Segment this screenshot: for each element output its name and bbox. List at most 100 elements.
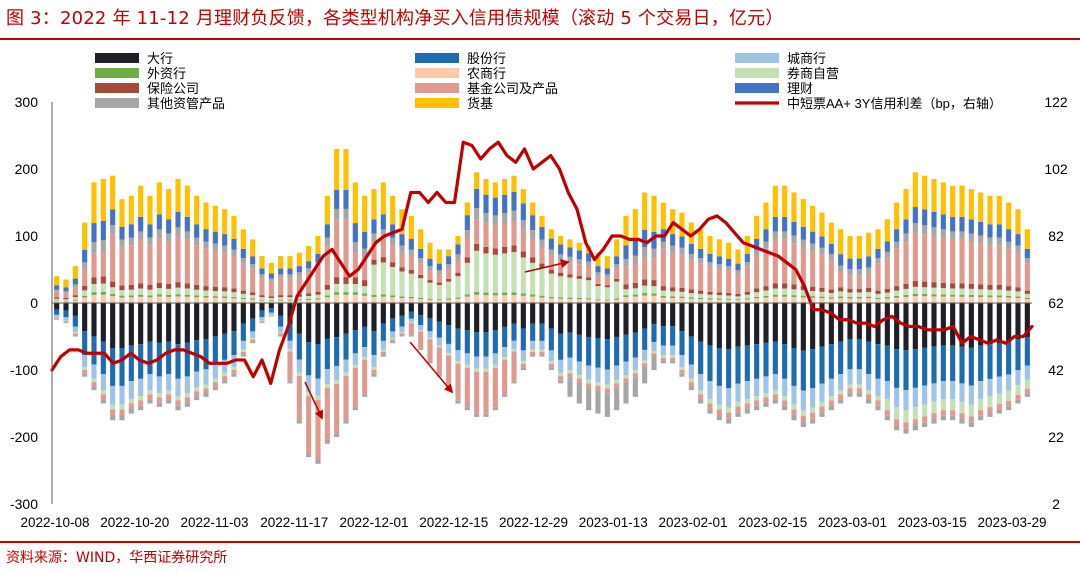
bar-other-neg xyxy=(595,390,601,414)
bar-large_bank-neg xyxy=(100,303,106,342)
bar-fund-neg xyxy=(455,363,461,401)
bar-broker-neg xyxy=(698,390,704,395)
svg-text:货基: 货基 xyxy=(467,96,493,111)
bar-broker-neg xyxy=(184,393,190,398)
bar-broker-neg xyxy=(838,390,844,395)
bar-insurance-pos xyxy=(772,283,778,289)
bar-city_bank-neg xyxy=(894,387,900,408)
bar-wealth-pos xyxy=(268,273,274,279)
bar-wealth-pos xyxy=(371,219,377,234)
bar-foreign-pos xyxy=(819,296,825,299)
bar-large_bank-neg xyxy=(240,303,246,324)
bar-mmf-pos xyxy=(166,189,172,220)
bar-large_bank-neg xyxy=(128,303,134,346)
bar-broker-neg xyxy=(576,375,582,379)
bar-broker-neg xyxy=(520,361,526,364)
bar-broker-neg xyxy=(866,390,872,395)
bar-other-pos xyxy=(306,268,312,273)
bar-broker-neg xyxy=(791,404,797,410)
bar-wealth-pos xyxy=(352,223,358,243)
bar-wealth-pos xyxy=(922,209,928,226)
bar-rural-pos xyxy=(912,296,918,303)
bar-insurance-pos xyxy=(455,272,461,277)
bar-fund-pos xyxy=(427,270,433,281)
bar-broker-neg xyxy=(810,407,816,413)
bar-fund-neg xyxy=(72,333,78,336)
bar-city_bank-neg xyxy=(884,381,890,400)
bar-city_bank-neg xyxy=(651,342,657,352)
bar-rural-pos xyxy=(856,298,862,303)
bar-large_bank-neg xyxy=(343,303,349,334)
bar-broker-pos xyxy=(399,271,405,297)
bar-wealth-pos xyxy=(324,224,330,238)
bar-fund-neg xyxy=(306,396,312,453)
bar-fund-neg xyxy=(819,406,825,413)
bar-insurance-pos xyxy=(231,288,237,293)
bar-broker-neg xyxy=(716,404,722,410)
bar-foreign-pos xyxy=(660,295,666,298)
bar-mmf-pos xyxy=(343,148,349,190)
bar-wealth-pos xyxy=(996,224,1002,238)
bar-large_bank-neg xyxy=(772,303,778,342)
bar-joint_stock-neg xyxy=(408,311,414,319)
svg-text:农商行: 农商行 xyxy=(467,66,506,81)
bar-fund-pos xyxy=(268,281,274,297)
bar-large_bank-neg xyxy=(698,303,704,342)
bar-foreign-pos xyxy=(912,293,918,297)
bar-broker-pos xyxy=(800,290,806,296)
bar-other-neg xyxy=(250,341,256,344)
bar-city_bank-neg xyxy=(203,369,209,385)
bar-joint_stock-neg xyxy=(875,344,881,379)
bar-insurance-pos xyxy=(418,274,424,279)
x-tick-label: 2023-01-13 xyxy=(579,515,648,530)
bar-fund-neg xyxy=(576,378,582,383)
bar-city_bank-neg xyxy=(595,367,601,383)
bar-fund-pos xyxy=(287,277,293,296)
bar-joint_stock-neg xyxy=(688,336,694,365)
bar-joint_stock-neg xyxy=(772,341,778,375)
bar-large_bank-neg xyxy=(1006,303,1012,342)
bar-broker-neg xyxy=(259,320,265,322)
bar-fund-pos xyxy=(651,258,657,281)
x-tick-label: 2022-11-17 xyxy=(260,515,328,530)
bar-other-neg xyxy=(866,399,872,404)
bar-other-pos xyxy=(418,258,424,264)
bar-foreign-pos xyxy=(922,293,928,297)
bar-city_bank-neg xyxy=(558,359,564,373)
bar-other-neg xyxy=(894,425,900,431)
bar-rural-pos xyxy=(884,298,890,303)
bar-large_bank-neg xyxy=(978,303,984,346)
bar-rural-pos xyxy=(511,294,517,303)
bar-large_bank-neg xyxy=(315,303,321,345)
bar-broker-neg xyxy=(156,393,162,398)
bar-large_bank-neg xyxy=(82,303,88,332)
bar-insurance-pos xyxy=(828,289,834,294)
bar-city_bank-neg xyxy=(175,378,181,397)
bar-joint_stock-neg xyxy=(147,341,153,375)
bar-wealth-pos xyxy=(884,241,890,252)
bar-foreign-pos xyxy=(530,294,536,297)
bar-mmf-pos xyxy=(63,279,69,288)
bar-fund-neg xyxy=(212,382,218,387)
bar-mmf-pos xyxy=(1015,209,1021,235)
bar-foreign-pos xyxy=(492,292,498,296)
bar-city_bank-neg xyxy=(278,326,284,333)
bar-fund-neg xyxy=(278,333,284,336)
bar-joint_stock-neg xyxy=(959,346,965,384)
bar-large_bank-neg xyxy=(576,303,582,335)
bar-foreign-pos xyxy=(100,291,106,295)
bar-fund-neg xyxy=(1024,388,1030,394)
bar-fund-pos xyxy=(819,254,825,288)
bar-other-pos xyxy=(1006,241,1012,249)
bar-city_bank-neg xyxy=(287,340,293,350)
bar-city_bank-neg xyxy=(838,374,844,391)
bar-other-neg xyxy=(530,354,536,357)
bar-insurance-pos xyxy=(492,248,498,255)
bar-insurance-pos xyxy=(698,290,704,294)
bar-rural-pos xyxy=(614,299,620,303)
bar-insurance-pos xyxy=(558,272,564,277)
bar-city_bank-neg xyxy=(950,381,956,400)
bar-broker-neg xyxy=(726,407,732,413)
bar-other-pos xyxy=(996,237,1002,246)
bar-broker-neg xyxy=(968,404,974,417)
